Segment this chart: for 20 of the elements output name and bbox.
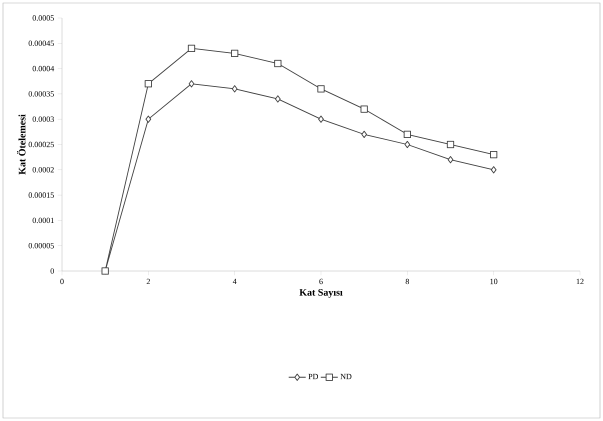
point (274, 60, 282, 68)
point (232, 85, 238, 92)
point (188, 44, 196, 52)
x-axis-title: Kat Sayısı (299, 289, 343, 298)
point (361, 130, 368, 138)
point (318, 116, 324, 123)
y-axis-title: Kat Ötelemesi (17, 114, 26, 175)
point (145, 116, 152, 123)
point (188, 80, 194, 88)
point (490, 166, 497, 174)
point (274, 95, 281, 103)
point (448, 156, 454, 164)
point (404, 140, 410, 148)
point (490, 150, 498, 158)
point (360, 105, 368, 113)
point (317, 85, 325, 92)
point (231, 50, 238, 58)
point (404, 130, 411, 138)
point (446, 140, 454, 148)
point (144, 80, 152, 88)
